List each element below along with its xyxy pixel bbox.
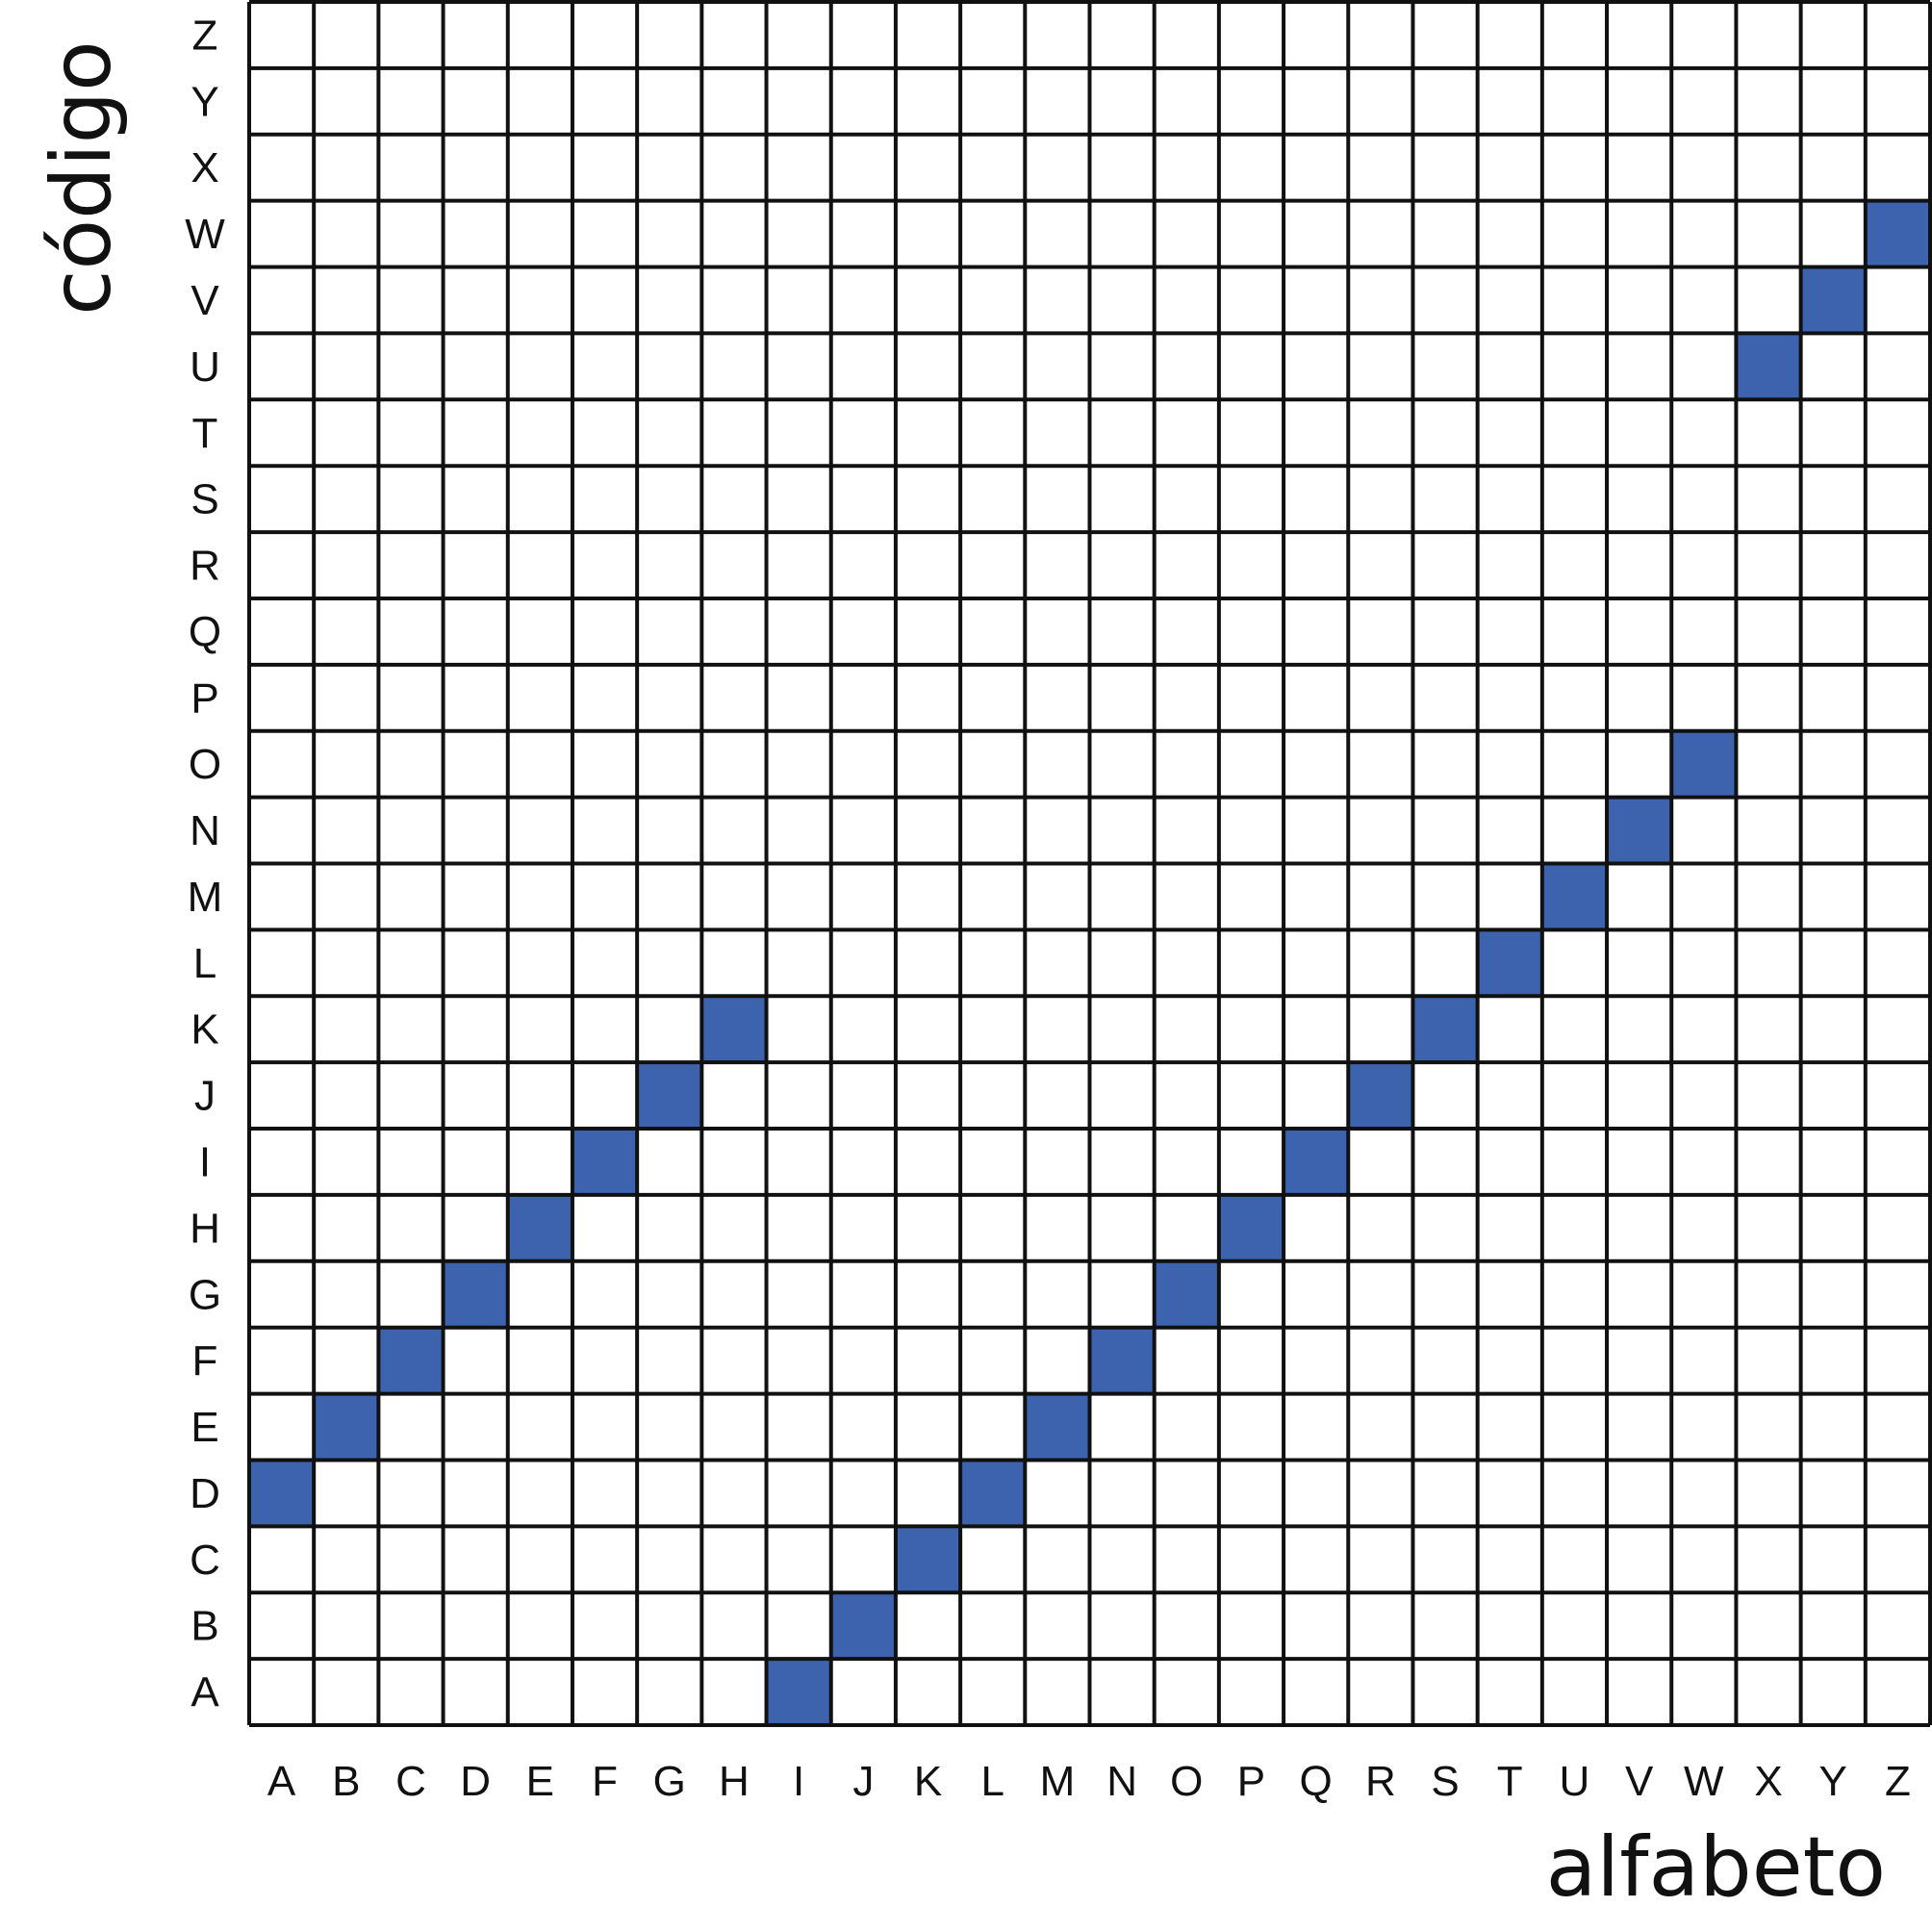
x-tick-label-F: F bbox=[592, 1758, 618, 1805]
y-tick-label-I: I bbox=[199, 1138, 211, 1185]
x-tick-label-S: S bbox=[1431, 1758, 1459, 1805]
x-tick-label-X: X bbox=[1754, 1758, 1782, 1805]
filled-cell-H-K bbox=[701, 996, 767, 1063]
y-tick-label-P: P bbox=[191, 674, 218, 722]
y-tick-label-S: S bbox=[191, 476, 218, 523]
x-tick-label-K: K bbox=[914, 1758, 942, 1805]
filled-cell-T-L bbox=[1477, 929, 1542, 997]
y-tick-label-E: E bbox=[191, 1404, 218, 1451]
y-tick-label-X: X bbox=[191, 144, 218, 191]
x-tick-label-H: H bbox=[719, 1758, 750, 1805]
x-tick-label-O: O bbox=[1170, 1758, 1203, 1805]
x-tick-label-A: A bbox=[267, 1758, 296, 1805]
y-tick-label-K: K bbox=[191, 1006, 218, 1054]
x-tick-label-N: N bbox=[1106, 1758, 1137, 1805]
y-tick-label-O: O bbox=[189, 741, 221, 788]
x-tick-label-Q: Q bbox=[1300, 1758, 1333, 1805]
filled-cell-W-O bbox=[1671, 730, 1737, 798]
y-tick-label-A: A bbox=[191, 1669, 219, 1716]
x-tick-label-D: D bbox=[460, 1758, 491, 1805]
filled-cell-J-B bbox=[830, 1592, 896, 1660]
x-axis-title: alfabeto bbox=[1546, 1819, 1886, 1916]
x-tick-label-P: P bbox=[1237, 1758, 1265, 1805]
x-tick-label-Y: Y bbox=[1819, 1758, 1847, 1805]
y-tick-label-Z: Z bbox=[192, 12, 218, 59]
filled-cell-I-A bbox=[766, 1659, 831, 1725]
x-tick-label-J: J bbox=[852, 1758, 874, 1805]
filled-cell-C-F bbox=[378, 1327, 444, 1394]
filled-cell-A-D bbox=[249, 1460, 315, 1527]
x-tick-label-V: V bbox=[1625, 1758, 1654, 1805]
y-tick-label-N: N bbox=[190, 807, 220, 854]
x-tick-label-U: U bbox=[1560, 1758, 1590, 1805]
x-tick-label-R: R bbox=[1365, 1758, 1396, 1805]
y-tick-label-C: C bbox=[190, 1537, 220, 1584]
filled-cell-V-N bbox=[1607, 797, 1672, 864]
y-tick-label-M: M bbox=[188, 874, 223, 921]
y-tick-label-L: L bbox=[193, 940, 216, 987]
x-tick-label-M: M bbox=[1040, 1758, 1076, 1805]
filled-cell-S-K bbox=[1412, 996, 1478, 1063]
x-tick-label-T: T bbox=[1497, 1758, 1523, 1805]
y-tick-label-Y: Y bbox=[191, 78, 218, 125]
filled-cell-O-G bbox=[1154, 1260, 1219, 1328]
x-tick-label-I: I bbox=[793, 1758, 804, 1805]
y-tick-label-F: F bbox=[192, 1337, 218, 1385]
y-tick-label-D: D bbox=[190, 1470, 220, 1517]
x-tick-label-E: E bbox=[526, 1758, 554, 1805]
filled-cell-D-G bbox=[443, 1260, 508, 1328]
filled-cell-G-J bbox=[637, 1062, 702, 1130]
filled-cell-L-D bbox=[960, 1460, 1026, 1527]
filled-cell-K-C bbox=[895, 1526, 961, 1593]
y-tick-label-W: W bbox=[185, 211, 225, 258]
y-tick-label-B: B bbox=[191, 1603, 218, 1650]
x-tick-label-W: W bbox=[1684, 1758, 1724, 1805]
filled-cell-N-F bbox=[1089, 1327, 1155, 1394]
filled-cell-Q-I bbox=[1284, 1129, 1349, 1195]
filled-cell-X-U bbox=[1736, 333, 1801, 400]
filled-cell-B-E bbox=[314, 1393, 379, 1461]
y-tick-label-T: T bbox=[192, 410, 218, 457]
grid-lines bbox=[247, 0, 1932, 1727]
filled-cell-P-H bbox=[1218, 1194, 1284, 1261]
x-tick-label-B: B bbox=[332, 1758, 360, 1805]
filled-cell-Z-W bbox=[1865, 200, 1930, 267]
filled-cell-M-E bbox=[1025, 1393, 1090, 1461]
filled-cell-Y-V bbox=[1800, 267, 1866, 334]
y-tick-label-Q: Q bbox=[189, 608, 221, 655]
y-tick-label-H: H bbox=[190, 1205, 220, 1252]
filled-cells bbox=[249, 200, 1930, 1725]
y-axis-title: código bbox=[34, 40, 130, 316]
x-tick-label-L: L bbox=[980, 1758, 1004, 1805]
x-tick-label-G: G bbox=[653, 1758, 686, 1805]
y-tick-label-J: J bbox=[194, 1073, 216, 1120]
x-tick-label-C: C bbox=[395, 1758, 426, 1805]
filled-cell-F-I bbox=[572, 1129, 638, 1195]
x-tick-label-Z: Z bbox=[1885, 1758, 1911, 1805]
filled-cell-R-J bbox=[1348, 1062, 1413, 1130]
filled-cell-E-H bbox=[507, 1194, 572, 1261]
filled-cell-U-M bbox=[1541, 863, 1608, 930]
y-tick-label-R: R bbox=[190, 543, 220, 590]
y-tick-label-U: U bbox=[190, 343, 220, 391]
y-tick-label-G: G bbox=[189, 1271, 221, 1318]
y-tick-label-V: V bbox=[191, 277, 219, 324]
